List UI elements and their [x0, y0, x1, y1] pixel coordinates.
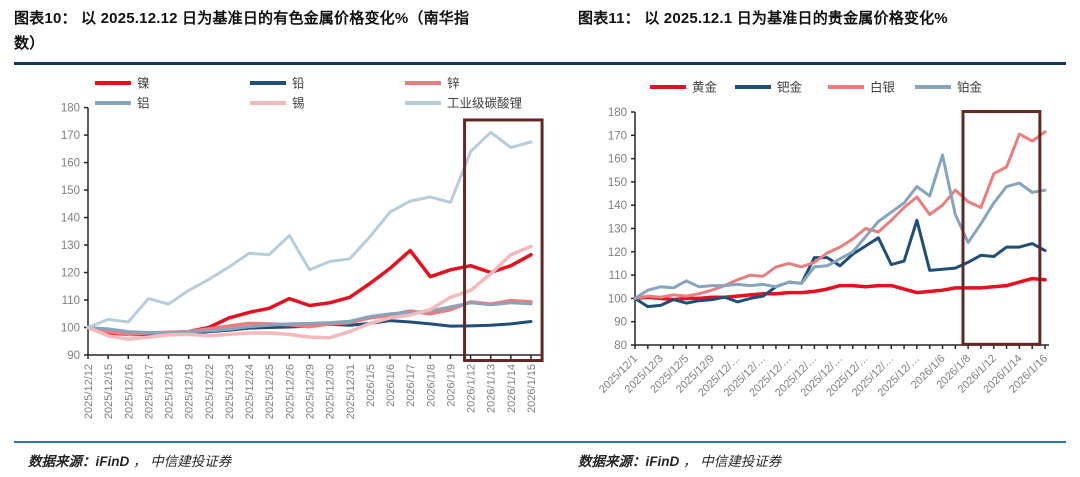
y-tick-label: 150: [61, 185, 80, 197]
x-tick-label: 2026/1/12: [466, 364, 478, 413]
figure11-data-source: 数据来源：iFinD ， 中信建投证券: [578, 450, 781, 470]
y-tick-label: 100: [61, 323, 80, 335]
x-tick-label: 2026/1/9: [445, 364, 457, 407]
x-tick-label: 2026/1/7: [405, 364, 417, 407]
series-line-白银: [633, 130, 1047, 300]
x-tick-label: 2026/1/8: [425, 364, 437, 407]
title-divider-rule: [14, 62, 1066, 65]
y-tick-label: 140: [61, 213, 80, 225]
footer-divider-rule: [14, 441, 1066, 443]
legend-item-镍: 镍: [95, 77, 150, 91]
y-tick-label: 170: [61, 130, 80, 142]
x-tick-label: 2025/12/22: [204, 364, 216, 419]
source-database: iFinD: [645, 454, 680, 469]
y-tick-label: 120: [61, 268, 80, 280]
y-tick-label: 120: [608, 247, 627, 259]
x-tick-label: 2026/1/6: [385, 364, 397, 407]
series-line-工业级碳酸锂: [86, 130, 533, 329]
source-database: iFinD: [95, 454, 130, 469]
nonferrous-metals-line-chart: 90 100 110 120 130 140 150 160 170 180 2025/12/12 2…: [61, 77, 544, 419]
legend-label: 铅: [292, 77, 305, 91]
figure11-title: 图表11： 以 2025.12.1 日为基准日的贵金属价格变化%: [578, 10, 948, 27]
legend-item-锡: 锡: [250, 96, 305, 111]
x-tick-label: 2025/12/29: [305, 364, 317, 419]
legend-label: 黄金: [692, 80, 718, 95]
y-tick-label: 90: [67, 350, 80, 362]
legend-label: 锌: [447, 77, 460, 91]
x-tick-label: 2026/1/14: [506, 364, 518, 413]
figure10-title: 图表10： 以 2025.12.12 日为基准日的有色金属价格变化%（南华指数）: [14, 10, 470, 52]
y-tick-label: 160: [608, 154, 627, 166]
legend-item-铅: 铅: [250, 77, 305, 91]
series-line-锡: [86, 244, 533, 341]
x-tick-label: 2025/12/15: [103, 364, 115, 419]
legend-label: 白银: [870, 80, 896, 95]
x-tick-label: 2025/12/25: [264, 364, 276, 419]
legend-label: 锡: [292, 96, 305, 111]
x-tick-label: 2025/12/31: [345, 364, 357, 419]
legend-label: 钯金: [777, 80, 803, 95]
series-line-钯金: [633, 218, 1047, 309]
y-tick-label: 180: [608, 107, 627, 119]
legend-label: 铂金: [957, 80, 983, 95]
legend-label: 工业级碳酸锂: [447, 96, 522, 111]
y-tick-label: 150: [608, 177, 627, 189]
y-tick-label: 130: [61, 240, 80, 252]
y-tick-label: 100: [608, 293, 627, 305]
source-label: 数据来源：: [578, 454, 646, 469]
x-tick-label: 2025/12/23: [224, 364, 236, 419]
figure10-data-source: 数据来源：iFinD ， 中信建投证券: [28, 450, 231, 470]
y-tick-label: 170: [608, 130, 627, 142]
highlight-box: [961, 110, 1042, 346]
series-line-铝: [86, 301, 533, 335]
legend-item-工业级碳酸锂: 工业级碳酸锂: [405, 96, 522, 111]
y-tick-label: 90: [614, 317, 627, 329]
legend-item-钯金: 钯金: [735, 80, 803, 95]
y-tick-label: 130: [608, 224, 627, 236]
series-line-黄金: [633, 276, 1047, 302]
legend-item-白银: 白银: [828, 80, 896, 95]
y-tick-label: 80: [614, 340, 627, 352]
y-tick-label: 180: [61, 103, 80, 115]
y-tick-label: 160: [61, 158, 80, 170]
source-label: 数据来源：: [28, 454, 96, 469]
series-line-铂金: [633, 153, 1047, 300]
x-tick-label: 2026/1/5: [365, 364, 377, 407]
source-separator: ，: [679, 454, 701, 469]
highlight-box: [463, 118, 544, 362]
x-tick-label: 2025/12/24: [244, 364, 256, 419]
x-tick-label: 2026/1/15: [526, 364, 538, 413]
x-tick-label: 2025/12/12: [83, 364, 95, 419]
source-organization: 中信建投证券: [150, 454, 232, 469]
x-tick-label: 2025/12/17: [143, 364, 155, 419]
x-tick-label: 2026/1/13: [486, 364, 498, 413]
precious-metals-line-chart: 80901001101201301401501601701802025/12/1…: [597, 80, 1050, 400]
y-tick-label: 110: [62, 295, 80, 307]
x-tick-label: 2025/12/19: [184, 364, 196, 419]
source-separator: ，: [129, 454, 151, 469]
legend-item-铝: 铝: [95, 96, 150, 111]
legend-item-锌: 锌: [405, 77, 460, 91]
x-tick-label: 2025/12/16: [123, 364, 135, 419]
legend-label: 铝: [137, 96, 150, 111]
y-tick-label: 140: [608, 200, 627, 212]
legend-item-铂金: 铂金: [915, 80, 983, 95]
x-tick-label: 2025/12/26: [284, 364, 296, 419]
legend-item-黄金: 黄金: [650, 80, 718, 95]
legend-label: 镍: [137, 77, 150, 91]
source-organization: 中信建投证券: [700, 454, 782, 469]
y-tick-label: 110: [609, 270, 627, 282]
x-tick-label: 2025/12/30: [325, 364, 337, 419]
x-tick-label: 2025/12/18: [164, 364, 176, 419]
